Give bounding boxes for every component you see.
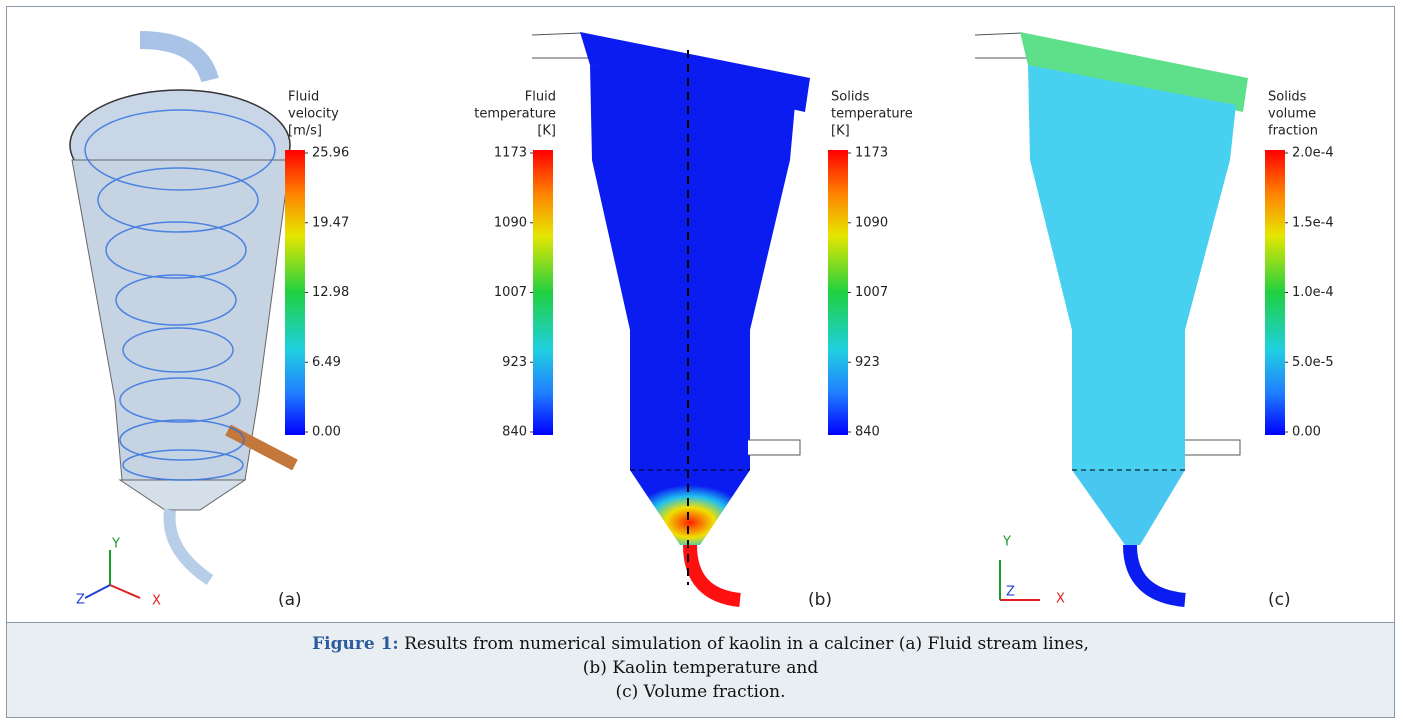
caption-text: Results from numerical simulation of kao…: [404, 634, 1089, 654]
cyclone-drawing: [69, 31, 298, 599]
axis-label: X: [1056, 592, 1065, 607]
panel-label: (b): [808, 590, 832, 610]
colorbar-title: volume: [1268, 107, 1316, 122]
colorbar-title: [m/s]: [288, 124, 322, 139]
colorbar-tick-label: 2.0e-4: [1292, 146, 1334, 161]
colorbar-tick-label: 25.96: [312, 146, 349, 161]
colorbar-tick-label: 19.47: [312, 215, 349, 230]
axis-label: X: [152, 594, 161, 609]
colorbar-title: temperature: [831, 107, 913, 122]
caption-line: Figure 1: Results from numerical simulat…: [7, 632, 1394, 656]
calciner-volume-fraction: [974, 32, 1248, 607]
colorbar: [1265, 150, 1285, 435]
colorbar-title: fraction: [1268, 124, 1318, 139]
colorbar-tick-label: 840: [502, 425, 527, 440]
panel-label: (c): [1268, 590, 1291, 610]
axis-label: Z: [76, 593, 85, 608]
caption-line: (b) Kaolin temperature and: [582, 658, 819, 678]
colorbar-tick-label: 1173: [494, 146, 527, 161]
colorbar-title: Fluid: [288, 90, 319, 105]
colorbar: [828, 150, 848, 435]
colorbar-tick-label: 1090: [855, 215, 888, 230]
colorbar-title: temperature: [474, 107, 556, 122]
colorbar-tick-label: 1090: [494, 215, 527, 230]
colorbar-tick-label: 0.00: [1292, 425, 1321, 440]
colorbar-title: velocity: [288, 107, 339, 122]
colorbar-tick-label: 1173: [855, 146, 888, 161]
colorbar-tick-label: 1007: [494, 285, 527, 300]
colorbar-tick-label: 0.00: [312, 425, 341, 440]
colorbar-title: Solids: [831, 90, 870, 105]
colorbar-title: Solids: [1268, 90, 1307, 105]
colorbar-title: Fluid: [525, 90, 556, 105]
axis-label: Y: [1002, 535, 1011, 550]
panel-label: (a): [278, 590, 302, 610]
colorbar-tick-label: 1.0e-4: [1292, 285, 1334, 300]
colorbar-tick-label: 923: [855, 355, 880, 370]
colorbar-title: [K]: [537, 124, 556, 139]
axis-label: Z: [1006, 585, 1015, 600]
colorbar-tick-label: 12.98: [312, 285, 349, 300]
colorbar-tick-label: 5.0e-5: [1292, 355, 1334, 370]
colorbar-title: [K]: [831, 124, 850, 139]
caption: Figure 1: Results from numerical simulat…: [6, 622, 1395, 718]
figure: Fluid velocity [m/s] 25.96 19.47 12.98 6.49 0.0…: [69, 31, 1334, 610]
colorbar-tick-label: 1007: [855, 285, 888, 300]
colorbar: [533, 150, 553, 435]
calciner-temperature: [531, 32, 810, 607]
caption-label: Figure 1:: [312, 634, 399, 654]
colorbar-tick-label: 923: [502, 355, 527, 370]
axis-label: Y: [111, 537, 120, 552]
colorbar: [285, 150, 305, 435]
colorbar-tick-label: 1.5e-4: [1292, 215, 1334, 230]
colorbar-tick-label: 6.49: [312, 355, 341, 370]
colorbar-tick-label: 840: [855, 425, 880, 440]
caption-line: (c) Volume fraction.: [615, 682, 786, 702]
